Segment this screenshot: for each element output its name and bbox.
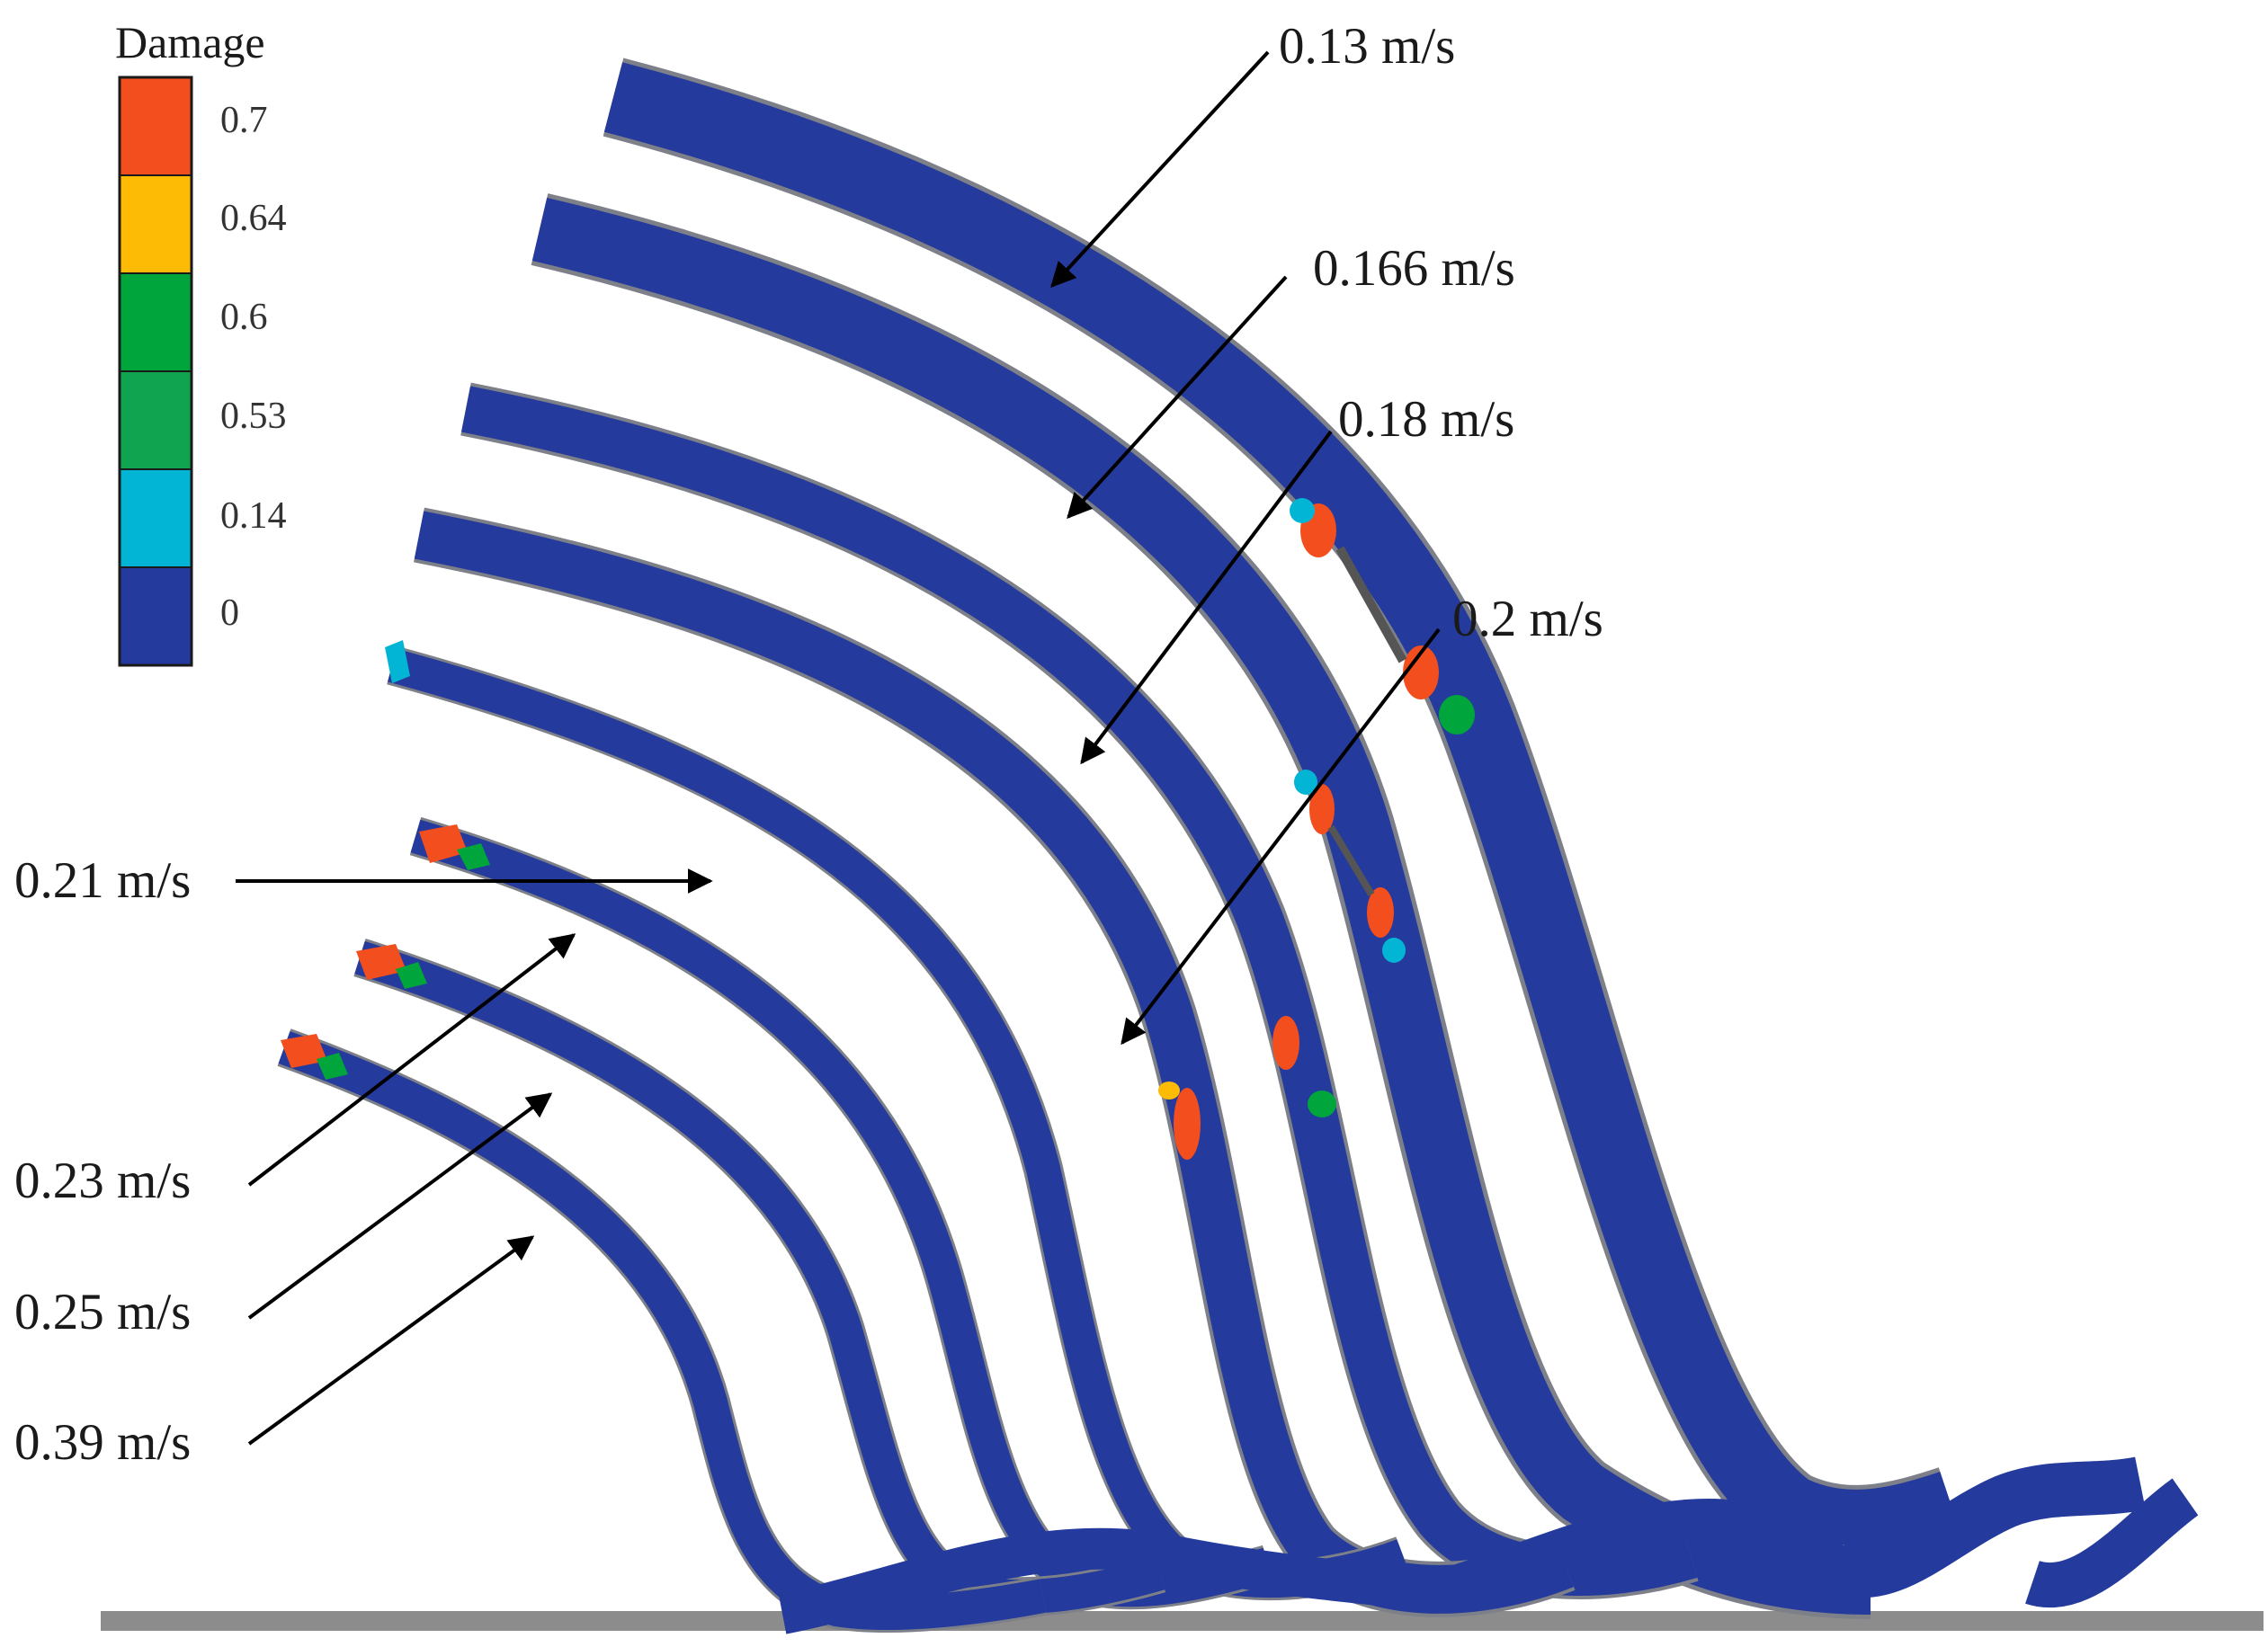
strip-0-13 (603, 58, 1965, 1566)
arrow-0-13 (1050, 50, 1270, 289)
arrow-0-18 (1080, 430, 1333, 765)
arrow-0-39 (247, 1235, 535, 1446)
legend-tick-0-53: 0.53 (220, 396, 287, 437)
label-0-23: 0.23 m/s (14, 1153, 191, 1209)
pointer-arrows (236, 50, 1441, 1446)
damage-legend: Damage 0.7 0.64 0.6 0.53 0.14 0 (115, 17, 287, 667)
label-0-13: 0.13 m/s (1279, 18, 1455, 75)
arrow-0-2 (1121, 628, 1441, 1046)
damage-marks (281, 498, 1475, 1160)
label-0-2: 0.2 m/s (1452, 591, 1603, 647)
legend-swatch-4 (119, 468, 192, 568)
arrow-0-23 (247, 933, 576, 1187)
label-0-39: 0.39 m/s (14, 1414, 191, 1471)
legend-swatch-3 (119, 370, 192, 470)
legend-tick-0-7: 0.7 (220, 100, 268, 141)
legend-title: Damage (115, 17, 265, 67)
ground-plate (101, 1611, 2264, 1631)
label-0-25: 0.25 m/s (14, 1284, 191, 1340)
arrow-0-166 (1067, 275, 1288, 520)
legend-swatch-0 (119, 76, 192, 176)
legend-tick-0-64: 0.64 (220, 198, 287, 239)
legend-tick-0-6: 0.6 (220, 297, 268, 338)
legend-swatch-1 (119, 174, 192, 274)
legend-swatch-2 (119, 272, 192, 372)
label-0-21: 0.21 m/s (14, 852, 191, 909)
label-0-18: 0.18 m/s (1338, 391, 1514, 448)
strip-0-39 (277, 1028, 1048, 1633)
velocity-labels: 0.13 m/s 0.166 m/s 0.18 m/s 0.2 m/s 0.21… (14, 18, 1603, 1471)
legend-frame (118, 76, 193, 667)
arrow-0-25 (247, 1092, 553, 1320)
strip-group (277, 58, 2199, 1634)
legend-tick-0-14: 0.14 (220, 495, 287, 537)
legend-tick-0: 0 (220, 592, 239, 634)
legend-swatch-5 (119, 566, 192, 666)
label-0-166: 0.166 m/s (1313, 240, 1515, 297)
